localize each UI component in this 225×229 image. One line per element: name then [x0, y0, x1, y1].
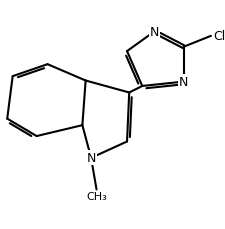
Text: N: N [178, 76, 187, 89]
Text: N: N [149, 26, 158, 39]
Text: CH₃: CH₃ [86, 191, 106, 202]
Text: N: N [86, 152, 95, 165]
Text: Cl: Cl [212, 30, 224, 43]
